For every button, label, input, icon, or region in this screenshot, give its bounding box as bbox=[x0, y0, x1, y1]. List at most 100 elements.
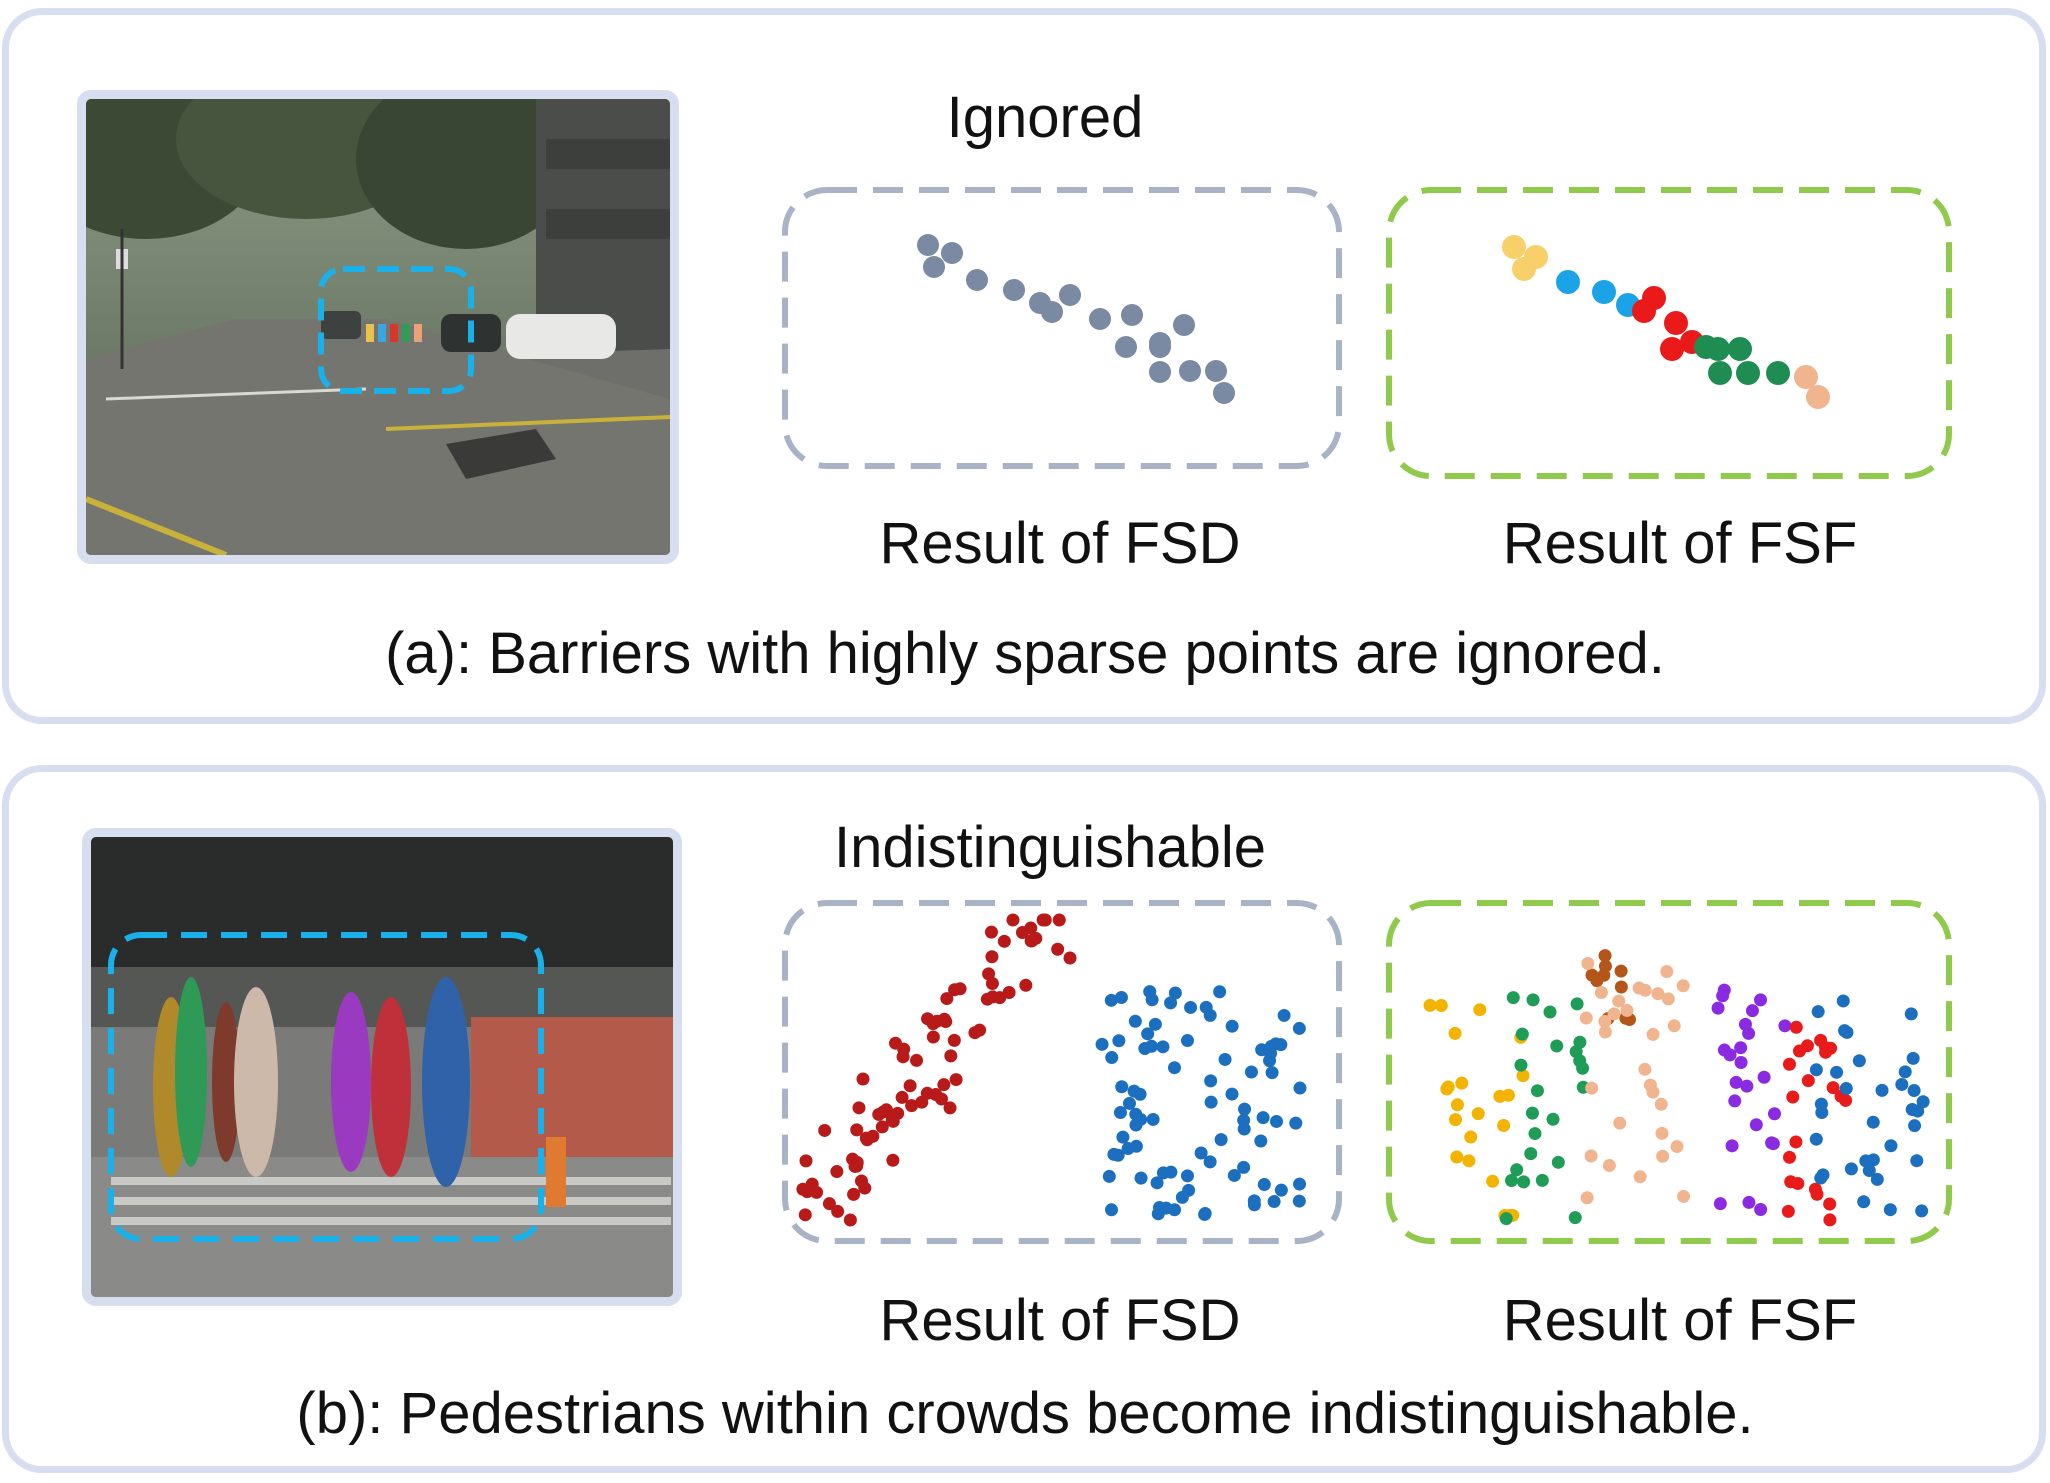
fsf-result-box-a bbox=[1386, 187, 1952, 479]
lidar-point bbox=[1725, 1139, 1739, 1153]
lidar-point bbox=[1794, 365, 1818, 389]
lidar-point bbox=[1247, 1194, 1261, 1208]
lidar-point bbox=[1717, 1043, 1731, 1057]
lidar-point bbox=[1660, 965, 1674, 979]
lidar-point bbox=[1146, 1112, 1160, 1126]
lidar-point bbox=[1122, 1096, 1136, 1110]
lidar-point bbox=[1265, 1066, 1279, 1080]
lidar-point bbox=[1884, 1139, 1898, 1153]
lidar-point bbox=[1809, 1132, 1823, 1146]
lidar-point bbox=[1866, 1115, 1880, 1129]
lidar-point bbox=[1486, 1174, 1500, 1188]
lidar-point bbox=[1156, 1166, 1170, 1180]
lidar-point bbox=[1568, 1211, 1582, 1225]
lidar-point bbox=[1063, 951, 1077, 965]
lidar-point bbox=[1150, 1176, 1164, 1190]
lidar-point bbox=[1778, 1019, 1792, 1033]
lidar-point bbox=[1656, 1149, 1670, 1163]
lidar-point bbox=[980, 992, 994, 1006]
lidar-point bbox=[1524, 1147, 1538, 1161]
lidar-point bbox=[1006, 913, 1020, 927]
lidar-point bbox=[1145, 993, 1159, 1007]
lidar-point bbox=[1512, 257, 1536, 281]
lidar-point bbox=[1274, 1038, 1288, 1052]
lidar-point bbox=[1911, 1104, 1925, 1118]
lidar-point bbox=[1646, 1027, 1660, 1041]
lidar-point bbox=[1810, 1187, 1824, 1201]
lidar-point bbox=[1585, 1081, 1599, 1095]
lidar-point bbox=[1114, 991, 1128, 1005]
lidar-point bbox=[1839, 1081, 1853, 1095]
lidar-point bbox=[875, 1120, 889, 1134]
lidar-point bbox=[1448, 1026, 1462, 1040]
lidar-point bbox=[1670, 1140, 1684, 1154]
lidar-point bbox=[1225, 1019, 1239, 1033]
lidar-point bbox=[1134, 1112, 1148, 1126]
lidar-point bbox=[1806, 385, 1830, 409]
lidar-point bbox=[1826, 1081, 1840, 1095]
fsf-box-border bbox=[1386, 900, 1952, 1244]
lidar-point bbox=[1423, 998, 1437, 1012]
lidar-point bbox=[805, 1177, 819, 1191]
fsf-box-border bbox=[1386, 187, 1952, 479]
lidar-point bbox=[1661, 992, 1675, 1006]
lidar-point bbox=[1052, 913, 1066, 927]
lidar-point bbox=[859, 1131, 873, 1145]
lidar-point bbox=[1179, 360, 1201, 382]
lidar-point bbox=[1227, 1168, 1241, 1182]
lidar-point bbox=[1112, 1034, 1126, 1048]
lidar-point bbox=[1573, 1035, 1587, 1049]
lidar-point bbox=[1194, 1146, 1208, 1160]
lidar-point bbox=[1003, 279, 1025, 301]
lidar-point bbox=[1499, 1212, 1513, 1226]
lidar-point bbox=[1711, 1001, 1725, 1015]
lidar-point bbox=[997, 934, 1011, 948]
lidar-point bbox=[1612, 994, 1626, 1008]
lidar-point bbox=[1614, 964, 1628, 978]
lidar-point bbox=[1292, 1194, 1306, 1208]
lidar-point bbox=[799, 1154, 813, 1168]
lidar-point bbox=[1254, 1134, 1268, 1148]
lidar-point bbox=[1267, 1195, 1281, 1209]
top-label-ignored: Ignored bbox=[946, 85, 1144, 150]
lidar-point bbox=[1148, 1017, 1162, 1031]
lidar-point bbox=[1632, 299, 1656, 323]
lidar-point bbox=[1159, 1201, 1173, 1215]
fsf-label-a: Result of FSF bbox=[1502, 511, 1858, 576]
fsf-result-box-b bbox=[1386, 900, 1952, 1244]
fsd-result-box-a bbox=[782, 187, 1342, 469]
lidar-point bbox=[1570, 997, 1584, 1011]
lidar-point bbox=[850, 1123, 864, 1137]
lidar-point bbox=[1857, 1195, 1871, 1209]
lidar-point bbox=[1024, 921, 1038, 935]
lidar-point bbox=[941, 242, 963, 264]
lidar-point bbox=[1199, 1000, 1213, 1014]
fsf-label-b: Result of FSF bbox=[1502, 1288, 1858, 1353]
lidar-point bbox=[1134, 1171, 1148, 1185]
lidar-point bbox=[1633, 1170, 1647, 1184]
lidar-point bbox=[905, 1099, 919, 1113]
lidar-point bbox=[1264, 1046, 1278, 1060]
crowd-scene-photo-b bbox=[82, 828, 682, 1306]
lidar-point bbox=[1198, 1207, 1212, 1221]
lidar-point bbox=[1646, 1085, 1660, 1099]
lidar-point bbox=[1811, 1005, 1825, 1019]
lidar-point bbox=[1471, 1107, 1485, 1121]
lidar-point bbox=[1883, 1203, 1897, 1217]
lidar-point bbox=[1676, 979, 1690, 993]
lidar-point bbox=[1742, 1026, 1756, 1040]
lidar-point bbox=[1895, 1077, 1909, 1091]
lidar-point bbox=[1580, 1191, 1594, 1205]
lidar-point bbox=[1859, 1154, 1873, 1168]
lidar-point bbox=[1742, 1195, 1756, 1209]
lidar-point bbox=[1167, 1061, 1181, 1075]
lidar-point bbox=[1660, 337, 1684, 361]
street-scene-photo-a bbox=[77, 90, 679, 564]
lidar-point bbox=[1598, 1014, 1612, 1028]
lidar-point bbox=[1801, 1074, 1815, 1088]
lidar-point bbox=[1782, 1057, 1796, 1071]
lidar-point bbox=[1823, 1213, 1837, 1227]
lidar-point bbox=[1824, 1041, 1838, 1055]
lidar-point bbox=[1029, 931, 1043, 945]
lidar-point bbox=[923, 256, 945, 278]
